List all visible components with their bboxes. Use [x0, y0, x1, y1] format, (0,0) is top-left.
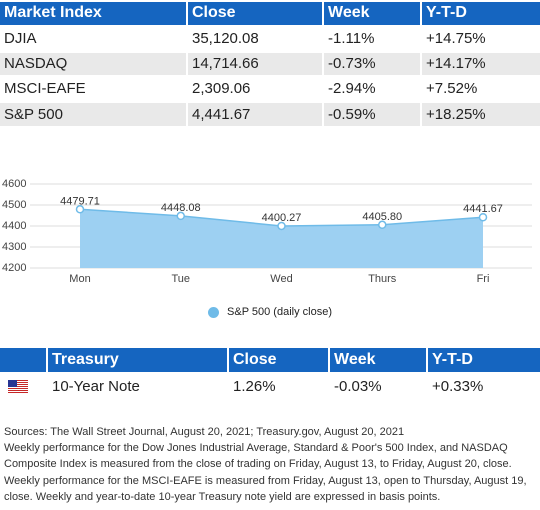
- treasury-table-header: Treasury Close Week Y-T-D: [0, 348, 540, 372]
- table-row: DJIA 35,120.08 -1.11% +14.75%: [0, 24, 540, 51]
- treasury-name: 10-Year Note: [46, 372, 228, 400]
- index-name: MSCI-EAFE: [0, 74, 187, 101]
- data-label: 4448.08: [161, 202, 201, 214]
- legend-label: S&P 500 (daily close): [227, 306, 332, 318]
- index-name: S&P 500: [0, 99, 187, 126]
- header-close: Close: [186, 2, 323, 26]
- treasury-ytd: +0.33%: [426, 372, 540, 400]
- treasury-close: 1.26%: [227, 372, 329, 400]
- data-point: [176, 211, 185, 221]
- x-tick-label: Thurs: [368, 273, 397, 285]
- index-week: -2.94%: [322, 74, 421, 101]
- chart-svg: 4200 4300 4400 4500 4600 4479.71 Mon 4448.08 Tue…: [2, 178, 532, 285]
- data-label: 4405.80: [362, 211, 402, 223]
- index-week: -1.11%: [322, 24, 421, 51]
- header-week: Week: [328, 348, 427, 372]
- table-row: 10-Year Note 1.26% -0.03% +0.33%: [0, 372, 540, 400]
- treasury-table: Treasury Close Week Y-T-D 10-: [0, 348, 540, 400]
- data-point: [478, 212, 488, 222]
- x-tick-label: Fri: [477, 273, 490, 285]
- methodology-note: Weekly performance for the Dow Jones Ind…: [4, 442, 527, 503]
- data-label: 4441.67: [463, 203, 503, 215]
- header-ytd: Y-T-D: [426, 348, 540, 372]
- data-label: 4400.27: [262, 212, 302, 224]
- table-row: NASDAQ 14,714.66 -0.73% +14.17%: [0, 49, 540, 76]
- index-week: -0.59%: [322, 99, 421, 126]
- y-tick-label: 4600: [2, 178, 26, 190]
- series-area: [80, 209, 483, 268]
- data-point: [277, 221, 286, 231]
- x-tick-label: Tue: [171, 273, 190, 285]
- chart-legend[interactable]: S&P 500 (daily close): [0, 302, 540, 322]
- data-point: [75, 205, 85, 214]
- index-week: -0.73%: [322, 49, 421, 76]
- sources-note: Sources: The Wall Street Journal, August…: [4, 426, 405, 438]
- y-tick-label: 4400: [2, 220, 26, 232]
- header-market-index: Market Index: [0, 2, 187, 26]
- footnotes: Sources: The Wall Street Journal, August…: [4, 424, 536, 505]
- index-close: 14,714.66: [186, 49, 323, 76]
- market-index-table: Market Index Close Week Y-T-D DJIA 35,12…: [0, 2, 540, 126]
- index-name: NASDAQ: [0, 49, 187, 76]
- index-ytd: +14.75%: [420, 24, 540, 51]
- header-close: Close: [227, 348, 329, 372]
- y-tick-label: 4300: [2, 241, 26, 253]
- index-close: 4,441.67: [186, 99, 323, 126]
- header-ytd: Y-T-D: [420, 2, 540, 26]
- index-ytd: +7.52%: [420, 74, 540, 101]
- legend-marker-icon: [208, 306, 220, 318]
- data-point: [378, 220, 387, 230]
- treasury-week: -0.03%: [328, 372, 427, 400]
- market-table-header: Market Index Close Week Y-T-D: [0, 2, 540, 26]
- x-tick-label: Wed: [270, 273, 292, 285]
- header-week: Week: [322, 2, 421, 26]
- us-flag-icon: [8, 379, 28, 393]
- index-name: DJIA: [0, 24, 187, 51]
- index-close: 35,120.08: [186, 24, 323, 51]
- y-tick-label: 4200: [2, 262, 26, 274]
- index-ytd: +18.25%: [420, 99, 540, 126]
- table-row: MSCI-EAFE 2,309.06 -2.94% +7.52%: [0, 74, 540, 101]
- flag-cell: [0, 372, 47, 400]
- x-tick-label: Mon: [69, 273, 90, 285]
- header-treasury: Treasury: [46, 348, 228, 372]
- sp500-chart: 4200 4300 4400 4500 4600 4479.71 Mon 4448.08 Tue…: [0, 152, 540, 332]
- index-ytd: +14.17%: [420, 49, 540, 76]
- data-label: 4479.71: [60, 195, 100, 207]
- index-close: 2,309.06: [186, 74, 323, 101]
- header-flag-spacer: [0, 348, 47, 372]
- table-row: S&P 500 4,441.67 -0.59% +18.25%: [0, 99, 540, 126]
- y-tick-label: 4500: [2, 199, 26, 211]
